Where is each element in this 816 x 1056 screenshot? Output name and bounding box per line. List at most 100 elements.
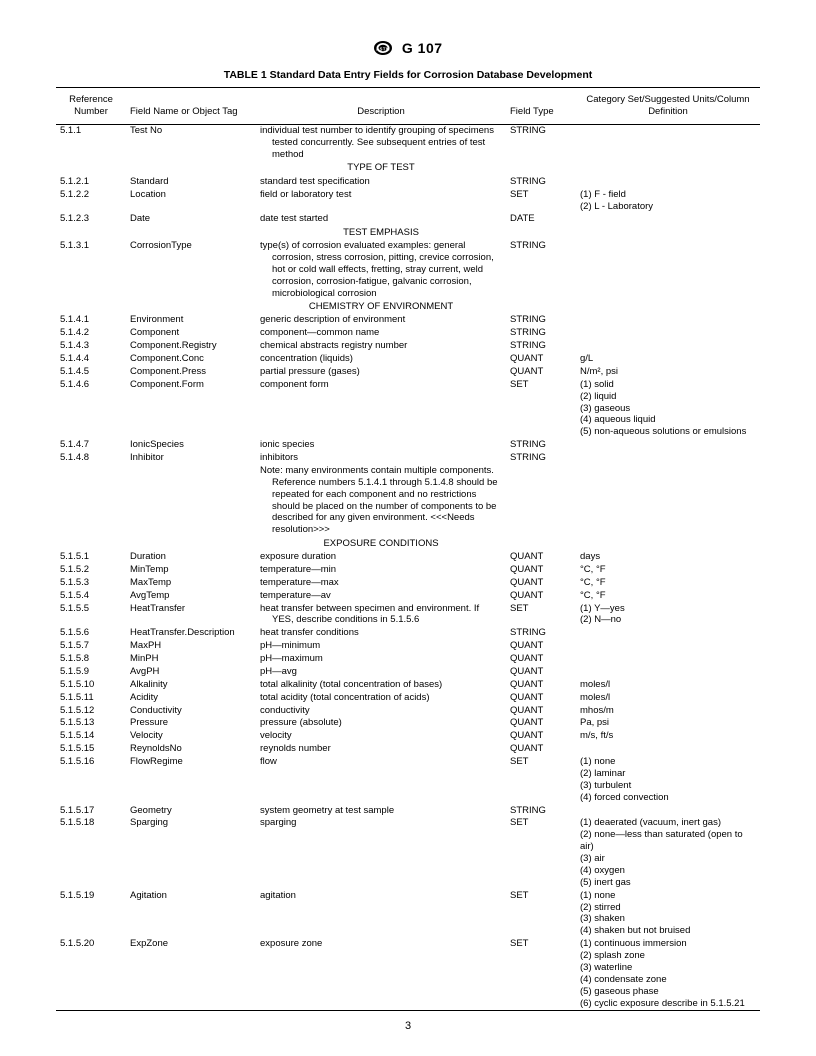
- cell-field-type: SET: [506, 756, 576, 805]
- cell-field-type: QUANT: [506, 730, 576, 743]
- cell-description: ionic species: [256, 439, 506, 452]
- cell-field-type: QUANT: [506, 640, 576, 653]
- table-row: 5.1.5.8MinPHpH—maximumQUANT: [56, 653, 760, 666]
- cell-ref: 5.1.2.2: [56, 188, 126, 213]
- cell-field-name: MinPH: [126, 653, 256, 666]
- cell-category: [576, 464, 760, 536]
- cell-field-type: SET: [506, 817, 576, 889]
- cell-field-name: Component: [126, 327, 256, 340]
- cell-ref: 5.1.4.5: [56, 365, 126, 378]
- cell-ref: 5.1.4.2: [56, 327, 126, 340]
- cell-field-name: Velocity: [126, 730, 256, 743]
- table-row: 5.1.2.1Standardstandard test specificati…: [56, 175, 760, 188]
- cell-description: type(s) of corrosion evaluated examples:…: [256, 240, 506, 300]
- cell-ref: 5.1.2.3: [56, 213, 126, 226]
- cell-field-type: [506, 464, 576, 536]
- table-row: 5.1.4.2Componentcomponent—common nameSTR…: [56, 327, 760, 340]
- cell-field-name: Alkalinity: [126, 678, 256, 691]
- cell-field-name: Location: [126, 188, 256, 213]
- table-row: CHEMISTRY OF ENVIRONMENT: [56, 300, 760, 314]
- cell-field-name: ReynoldsNo: [126, 743, 256, 756]
- cell-category: [576, 452, 760, 465]
- cell-field-type: QUANT: [506, 704, 576, 717]
- cell-field-name: Environment: [126, 314, 256, 327]
- cell-category: (1) solid (2) liquid (3) gaseous (4) aqu…: [576, 378, 760, 438]
- cell-category: [576, 743, 760, 756]
- table-row: 5.1.4.6Component.Formcomponent formSET(1…: [56, 378, 760, 438]
- cell-description: system geometry at test sample: [256, 804, 506, 817]
- table-row: 5.1.5.12ConductivityconductivityQUANTmho…: [56, 704, 760, 717]
- cell-field-type: STRING: [506, 240, 576, 300]
- cell-category: [576, 175, 760, 188]
- cell-field-name: MaxTemp: [126, 576, 256, 589]
- cell-description: concentration (liquids): [256, 353, 506, 366]
- cell-field-type: QUANT: [506, 653, 576, 666]
- table-row: 5.1.5.1Durationexposure durationQUANTday…: [56, 551, 760, 564]
- cell-category: [576, 665, 760, 678]
- cell-category: (1) deaerated (vacuum, inert gas) (2) no…: [576, 817, 760, 889]
- cell-category: moles/l: [576, 691, 760, 704]
- cell-field-type: STRING: [506, 439, 576, 452]
- cell-ref: 5.1.5.11: [56, 691, 126, 704]
- cell-category: N/m², psi: [576, 365, 760, 378]
- col-header-type: Field Type: [506, 88, 576, 125]
- cell-category: [576, 124, 760, 161]
- section-heading: CHEMISTRY OF ENVIRONMENT: [256, 300, 506, 314]
- table-row: 5.1.4.1Environmentgeneric description of…: [56, 314, 760, 327]
- cell-field-type: STRING: [506, 327, 576, 340]
- svg-text:ASTM: ASTM: [377, 47, 391, 52]
- table-row: 5.1.5.5HeatTransferheat transfer between…: [56, 602, 760, 627]
- cell-ref: 5.1.5.15: [56, 743, 126, 756]
- table-row: 5.1.5.19AgitationagitationSET(1) none (2…: [56, 889, 760, 938]
- table-row: 5.1.5.14VelocityvelocityQUANTm/s, ft/s: [56, 730, 760, 743]
- cell-field-name: MaxPH: [126, 640, 256, 653]
- cell-ref: 5.1.5.20: [56, 938, 126, 1011]
- cell-category: g/L: [576, 353, 760, 366]
- cell-field-type: SET: [506, 188, 576, 213]
- cell-field-name: Component.Press: [126, 365, 256, 378]
- cell-ref: 5.1.4.4: [56, 353, 126, 366]
- cell-ref: 5.1.5.3: [56, 576, 126, 589]
- cell-field-type: QUANT: [506, 589, 576, 602]
- table-row: EXPOSURE CONDITIONS: [56, 537, 760, 551]
- cell-description: reynolds number: [256, 743, 506, 756]
- cell-category: mhos/m: [576, 704, 760, 717]
- cell-field-name: Acidity: [126, 691, 256, 704]
- cell-field-name: AvgTemp: [126, 589, 256, 602]
- cell-ref: 5.1.4.6: [56, 378, 126, 438]
- cell-field-type: STRING: [506, 124, 576, 161]
- cell-category: (1) none (2) laminar (3) turbulent (4) f…: [576, 756, 760, 805]
- cell-ref: 5.1.5.19: [56, 889, 126, 938]
- cell-field-type: QUANT: [506, 563, 576, 576]
- section-heading: TYPE OF TEST: [256, 161, 506, 175]
- cell-description: date test started: [256, 213, 506, 226]
- cell-category: [576, 627, 760, 640]
- cell-description: heat transfer between specimen and envir…: [256, 602, 506, 627]
- cell-field-name: Geometry: [126, 804, 256, 817]
- cell-field-name: Date: [126, 213, 256, 226]
- cell-field-type: QUANT: [506, 717, 576, 730]
- table-title: TABLE 1 Standard Data Entry Fields for C…: [56, 69, 760, 81]
- cell-description: individual test number to identify group…: [256, 124, 506, 161]
- table-row: TEST EMPHASIS: [56, 226, 760, 240]
- cell-description: heat transfer conditions: [256, 627, 506, 640]
- table-row: 5.1.5.7MaxPHpH—minimumQUANT: [56, 640, 760, 653]
- cell-ref: 5.1.5.6: [56, 627, 126, 640]
- cell-category: (1) Y—yes (2) N—no: [576, 602, 760, 627]
- cell-field-type: QUANT: [506, 691, 576, 704]
- cell-field-name: Component.Form: [126, 378, 256, 438]
- cell-description: field or laboratory test: [256, 188, 506, 213]
- cell-description: exposure duration: [256, 551, 506, 564]
- table-row: 5.1.5.15ReynoldsNoreynolds numberQUANT: [56, 743, 760, 756]
- cell-description: exposure zone: [256, 938, 506, 1011]
- col-header-desc: Description: [256, 88, 506, 125]
- cell-field-name: Duration: [126, 551, 256, 564]
- cell-field-name: MinTemp: [126, 563, 256, 576]
- cell-category: [576, 653, 760, 666]
- cell-category: °C, °F: [576, 589, 760, 602]
- cell-field-name: ExpZone: [126, 938, 256, 1011]
- cell-description: standard test specification: [256, 175, 506, 188]
- col-header-name: Field Name or Object Tag: [126, 88, 256, 125]
- cell-field-name: IonicSpecies: [126, 439, 256, 452]
- table-row: 5.1.5.13Pressurepressure (absolute)QUANT…: [56, 717, 760, 730]
